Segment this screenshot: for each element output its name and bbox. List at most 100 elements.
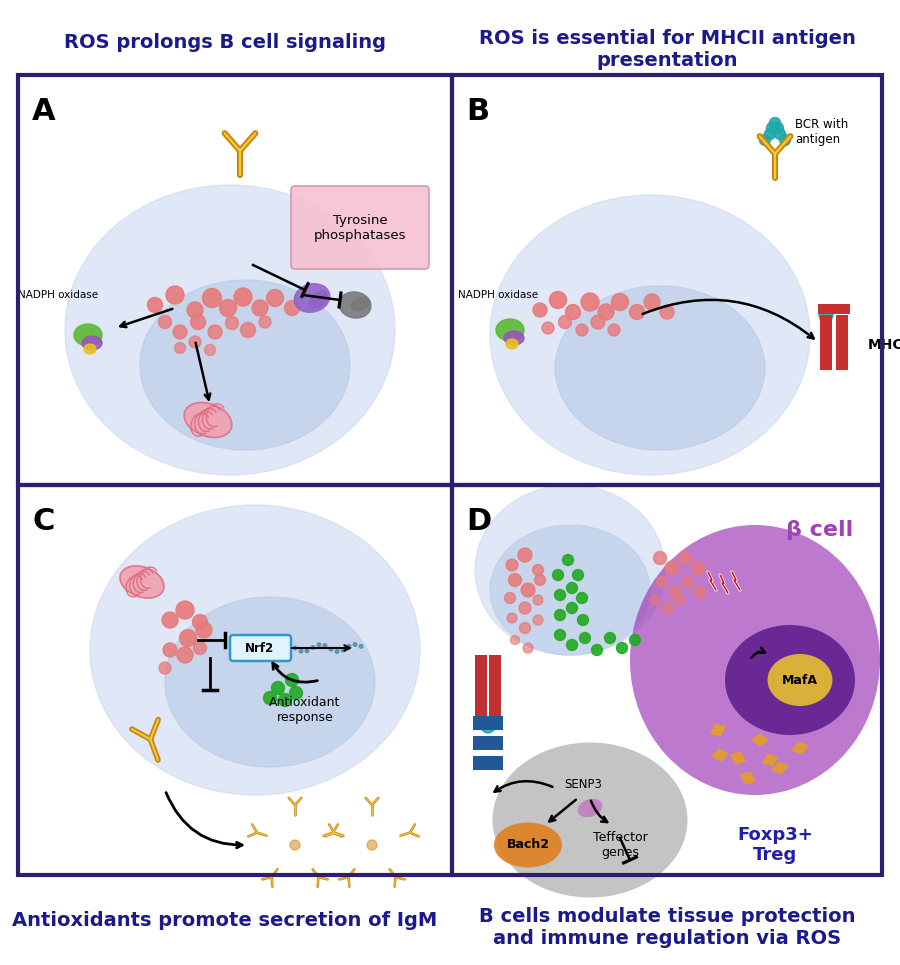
Circle shape bbox=[196, 622, 212, 638]
Circle shape bbox=[311, 646, 315, 649]
Text: Teffector
genes: Teffector genes bbox=[592, 831, 647, 859]
Circle shape bbox=[559, 316, 572, 328]
Circle shape bbox=[341, 648, 345, 651]
Circle shape bbox=[523, 643, 533, 653]
Circle shape bbox=[166, 286, 184, 304]
FancyBboxPatch shape bbox=[230, 635, 291, 661]
Circle shape bbox=[591, 645, 602, 655]
Ellipse shape bbox=[90, 505, 420, 795]
Text: BCR with
antigen: BCR with antigen bbox=[795, 118, 848, 146]
Circle shape bbox=[163, 643, 177, 657]
Circle shape bbox=[644, 294, 660, 310]
Circle shape bbox=[367, 840, 377, 850]
Ellipse shape bbox=[294, 284, 329, 313]
Circle shape bbox=[653, 552, 667, 565]
Circle shape bbox=[591, 315, 605, 329]
Circle shape bbox=[159, 662, 171, 674]
Circle shape bbox=[176, 601, 194, 619]
Circle shape bbox=[760, 134, 770, 146]
Bar bbox=[452, 75, 882, 485]
Text: B cells modulate tissue protection
and immune regulation via ROS: B cells modulate tissue protection and i… bbox=[479, 907, 855, 949]
Circle shape bbox=[656, 576, 668, 588]
Circle shape bbox=[682, 576, 694, 588]
Ellipse shape bbox=[768, 654, 832, 706]
Circle shape bbox=[290, 840, 300, 850]
Ellipse shape bbox=[490, 195, 810, 475]
Circle shape bbox=[507, 613, 517, 623]
Circle shape bbox=[290, 686, 302, 700]
Circle shape bbox=[202, 289, 221, 308]
Circle shape bbox=[629, 635, 641, 646]
Ellipse shape bbox=[725, 625, 855, 735]
Circle shape bbox=[317, 643, 320, 647]
Circle shape bbox=[608, 324, 620, 336]
Text: Nrf2: Nrf2 bbox=[246, 642, 274, 654]
Text: SENP3: SENP3 bbox=[564, 779, 602, 791]
Circle shape bbox=[323, 644, 327, 648]
Ellipse shape bbox=[339, 291, 371, 318]
Circle shape bbox=[576, 324, 588, 336]
Text: C: C bbox=[32, 507, 54, 536]
Ellipse shape bbox=[120, 565, 164, 598]
Circle shape bbox=[694, 586, 706, 598]
Bar bbox=[489, 655, 501, 720]
Polygon shape bbox=[712, 749, 728, 760]
Circle shape bbox=[533, 303, 547, 317]
Circle shape bbox=[193, 615, 208, 629]
Circle shape bbox=[506, 559, 518, 571]
Circle shape bbox=[179, 629, 196, 647]
Circle shape bbox=[347, 645, 351, 648]
Text: Tyrosine
phosphatases: Tyrosine phosphatases bbox=[314, 214, 406, 242]
Text: B: B bbox=[466, 97, 489, 126]
Bar bbox=[473, 716, 503, 730]
Circle shape bbox=[173, 325, 187, 339]
Circle shape bbox=[669, 586, 681, 598]
Circle shape bbox=[518, 548, 532, 562]
FancyBboxPatch shape bbox=[291, 186, 429, 269]
Circle shape bbox=[272, 681, 284, 695]
Ellipse shape bbox=[494, 822, 562, 868]
Circle shape bbox=[566, 640, 578, 650]
Bar bbox=[475, 655, 487, 720]
Polygon shape bbox=[710, 724, 725, 736]
Ellipse shape bbox=[475, 485, 665, 655]
Polygon shape bbox=[752, 734, 768, 746]
Circle shape bbox=[359, 645, 363, 648]
Circle shape bbox=[764, 128, 776, 140]
Text: Foxp3+
Treg: Foxp3+ Treg bbox=[737, 826, 813, 865]
Circle shape bbox=[158, 316, 172, 328]
Circle shape bbox=[581, 293, 599, 311]
Circle shape bbox=[770, 118, 780, 128]
Circle shape bbox=[679, 552, 691, 564]
Ellipse shape bbox=[65, 185, 395, 475]
Circle shape bbox=[299, 649, 302, 653]
Circle shape bbox=[293, 647, 297, 649]
Text: Bach2: Bach2 bbox=[507, 839, 550, 851]
Circle shape bbox=[220, 299, 237, 317]
Circle shape bbox=[598, 304, 614, 320]
Circle shape bbox=[611, 293, 628, 311]
Circle shape bbox=[554, 590, 565, 600]
Circle shape bbox=[177, 647, 193, 663]
Circle shape bbox=[767, 123, 778, 133]
Circle shape bbox=[572, 569, 583, 581]
Circle shape bbox=[162, 612, 178, 628]
Text: A: A bbox=[32, 97, 56, 126]
Text: Antioxidant
response: Antioxidant response bbox=[269, 696, 341, 724]
Circle shape bbox=[779, 134, 790, 146]
Circle shape bbox=[175, 343, 185, 353]
Circle shape bbox=[819, 308, 833, 322]
Ellipse shape bbox=[310, 290, 327, 309]
Circle shape bbox=[662, 602, 673, 614]
Circle shape bbox=[535, 574, 545, 586]
Circle shape bbox=[508, 573, 521, 587]
Bar bbox=[452, 485, 882, 875]
Polygon shape bbox=[730, 752, 746, 764]
Ellipse shape bbox=[504, 331, 524, 345]
Ellipse shape bbox=[351, 297, 370, 311]
Text: MafA: MafA bbox=[782, 674, 818, 686]
Circle shape bbox=[566, 583, 578, 593]
Bar bbox=[18, 485, 452, 875]
Circle shape bbox=[367, 840, 377, 850]
Bar bbox=[820, 315, 832, 370]
